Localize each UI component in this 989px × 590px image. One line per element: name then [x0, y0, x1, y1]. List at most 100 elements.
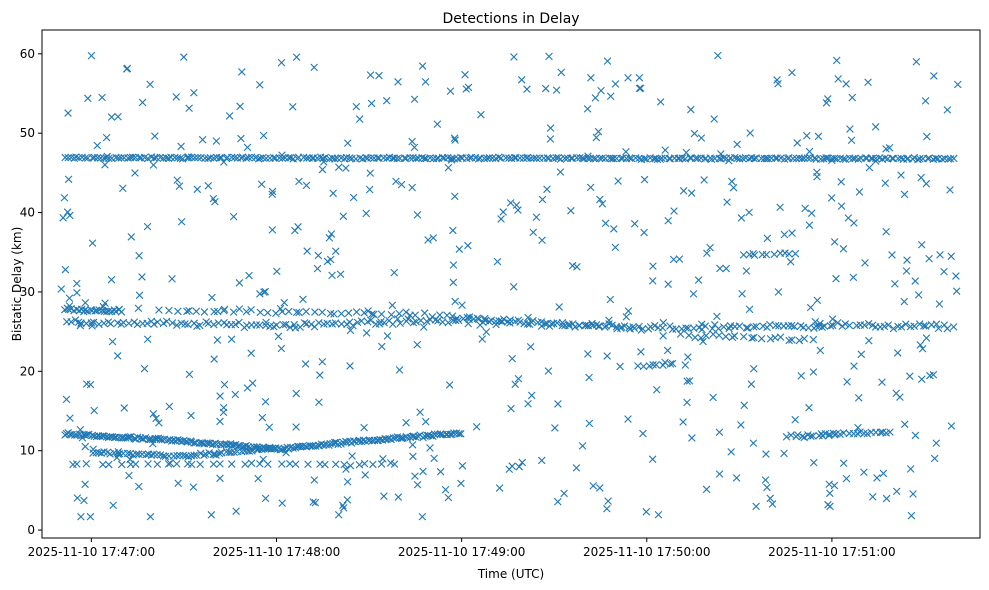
- detection-point: [334, 511, 343, 519]
- detection-point: [917, 240, 926, 249]
- detection-point: [624, 74, 632, 82]
- detection-point: [237, 134, 245, 143]
- detection-point: [637, 348, 645, 356]
- detection-point: [446, 87, 455, 95]
- detection-point: [196, 460, 204, 469]
- detection-point: [787, 431, 795, 439]
- detection-point: [557, 68, 566, 77]
- detection-point: [453, 314, 461, 323]
- detection-point: [278, 499, 286, 507]
- detection-point: [809, 335, 818, 344]
- detection-point: [715, 428, 724, 437]
- detection-point: [377, 460, 386, 468]
- detection-point: [387, 310, 396, 319]
- detection-point: [107, 113, 116, 121]
- detection-point: [302, 307, 310, 316]
- detection-point: [637, 326, 646, 334]
- detection-point: [906, 372, 914, 381]
- detection-point: [103, 152, 112, 161]
- detection-point: [292, 389, 301, 398]
- detection-point: [622, 147, 630, 156]
- detection-point: [412, 318, 421, 326]
- detection-point: [624, 415, 632, 423]
- detection-point: [207, 511, 216, 519]
- detection-point: [640, 228, 648, 237]
- detection-point: [860, 429, 868, 438]
- detection-point: [87, 319, 96, 327]
- detection-point: [184, 153, 192, 161]
- detection-point: [349, 321, 357, 330]
- detection-point: [146, 80, 154, 89]
- detection-point: [653, 155, 662, 164]
- detection-point: [227, 335, 236, 344]
- detection-point: [702, 331, 710, 340]
- detection-point: [113, 453, 121, 462]
- detection-point: [545, 52, 553, 61]
- detection-point: [82, 380, 91, 388]
- detection-point: [184, 320, 192, 329]
- detection-point: [737, 421, 745, 429]
- detection-point: [747, 380, 756, 388]
- detection-point: [408, 440, 417, 449]
- detection-point: [327, 230, 336, 238]
- detection-point: [770, 250, 779, 259]
- detection-point: [155, 306, 163, 314]
- detection-point: [299, 295, 307, 304]
- detection-point: [64, 175, 73, 184]
- detection-point: [292, 308, 301, 317]
- detection-point: [430, 454, 438, 463]
- detection-point: [197, 439, 206, 447]
- detection-point: [906, 465, 915, 473]
- detection-point: [900, 420, 909, 429]
- detection-point: [434, 317, 442, 325]
- detection-point: [474, 155, 483, 163]
- detection-point: [388, 301, 397, 310]
- detection-point: [117, 154, 125, 162]
- detection-point: [397, 434, 406, 443]
- detection-point: [149, 439, 157, 448]
- detection-point: [73, 494, 82, 502]
- plot-marks: [57, 51, 962, 521]
- x-tick-label: 2025-11-10 17:48:00: [213, 545, 340, 559]
- detection-point: [316, 371, 324, 379]
- detection-point: [745, 305, 754, 314]
- detection-point: [738, 154, 747, 163]
- detection-point: [77, 512, 85, 521]
- detection-point: [561, 154, 569, 163]
- detection-point: [344, 309, 353, 317]
- detection-point: [917, 375, 926, 384]
- detection-point: [569, 320, 577, 328]
- detection-point: [917, 173, 925, 182]
- detection-point: [897, 323, 906, 331]
- detection-point: [88, 322, 96, 330]
- detection-point: [168, 275, 176, 283]
- detection-point: [373, 154, 382, 162]
- detection-point: [493, 257, 502, 266]
- detection-point: [713, 312, 721, 321]
- detection-point: [860, 468, 868, 477]
- detection-point: [844, 214, 853, 222]
- detection-point: [307, 320, 316, 329]
- detection-point: [893, 349, 902, 357]
- detection-point: [370, 310, 378, 319]
- detection-point: [150, 320, 158, 328]
- detection-point: [733, 154, 741, 163]
- detection-point: [101, 160, 109, 169]
- detection-point: [410, 95, 419, 104]
- detection-point: [541, 319, 549, 328]
- detection-point: [664, 216, 672, 225]
- detection-point: [227, 460, 236, 468]
- detection-point: [138, 273, 146, 281]
- detection-point: [132, 450, 141, 458]
- detection-point: [749, 364, 758, 373]
- detection-point: [99, 460, 107, 469]
- detection-point: [793, 139, 802, 147]
- y-axis-title: Bistatic Delay (km): [10, 227, 24, 342]
- detection-point: [98, 93, 106, 102]
- detection-point: [348, 452, 356, 460]
- detection-point: [330, 155, 339, 163]
- detection-point: [514, 374, 523, 383]
- detection-point: [342, 465, 350, 473]
- detection-point: [719, 323, 728, 331]
- detection-point: [768, 500, 777, 508]
